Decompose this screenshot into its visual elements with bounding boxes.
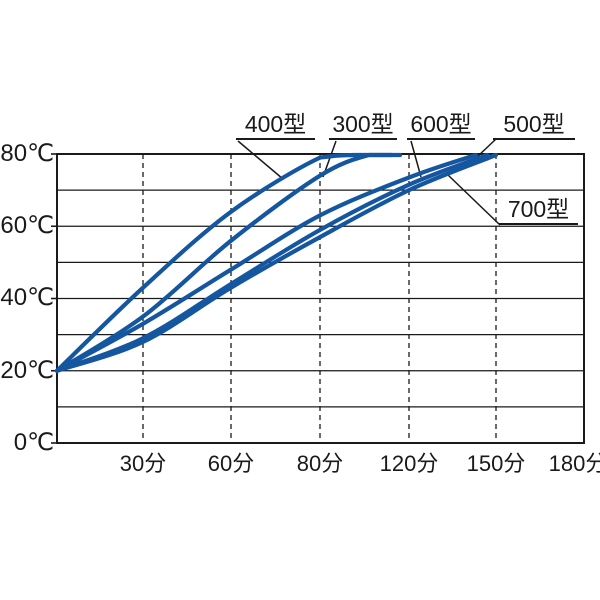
y-tick-label-40: 40℃ xyxy=(0,284,54,311)
y-tick-label-20: 20℃ xyxy=(0,357,54,384)
leader-line-600型 xyxy=(410,140,422,178)
y-tick-label-80: 80℃ xyxy=(0,140,54,167)
curve-600型 xyxy=(54,152,478,373)
x-tick-label-80: 80分 xyxy=(296,451,344,476)
x-tick-label-60: 60分 xyxy=(207,451,255,476)
leader-line-700型 xyxy=(447,174,501,226)
curve-500型 xyxy=(54,152,490,373)
curve-300型 xyxy=(54,152,394,373)
series-label-700: 700型 xyxy=(499,196,578,225)
y-tick-label-60: 60℃ xyxy=(0,212,54,239)
x-tick-label-150: 150分 xyxy=(466,451,526,476)
plot-border xyxy=(56,153,585,444)
series-label-600: 600型 xyxy=(407,111,475,140)
curve-700型 xyxy=(54,152,499,373)
leader-line-500型 xyxy=(476,138,497,158)
x-tick-label-120: 120分 xyxy=(379,451,439,476)
x-tick-label-30: 30分 xyxy=(119,451,167,476)
series-label-300: 300型 xyxy=(329,111,397,140)
series-label-400: 400型 xyxy=(236,111,315,140)
y-tick-label-0: 0℃ xyxy=(13,429,54,456)
curve-400型 xyxy=(54,152,403,373)
leader-line-400型 xyxy=(237,140,284,180)
series-label-500: 500型 xyxy=(493,111,575,140)
x-tick-label-180: 180分 xyxy=(548,451,600,476)
